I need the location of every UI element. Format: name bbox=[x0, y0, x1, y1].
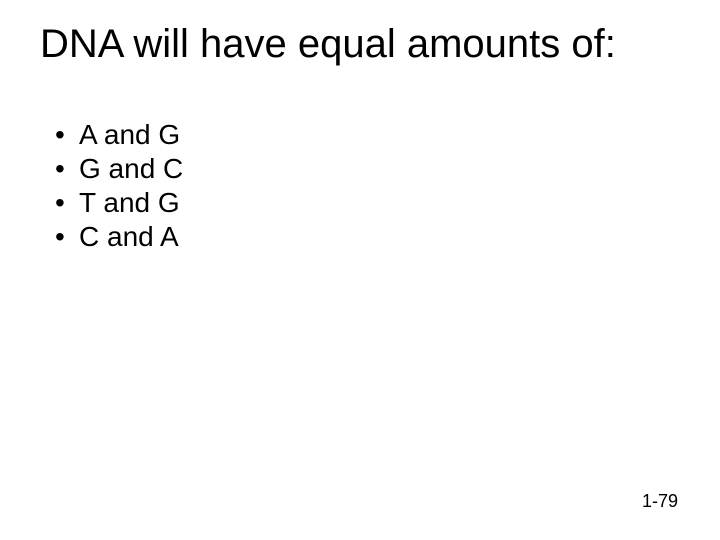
list-item: • G and C bbox=[55, 152, 183, 186]
bullet-list: • A and G • G and C • T and G • C and A bbox=[55, 118, 183, 255]
list-item-label: T and G bbox=[79, 186, 180, 220]
list-item: • A and G bbox=[55, 118, 183, 152]
list-item-label: A and G bbox=[79, 118, 180, 152]
list-item: • T and G bbox=[55, 186, 183, 220]
bullet-icon: • bbox=[55, 118, 79, 152]
list-item: • C and A bbox=[55, 220, 183, 254]
list-item-label: G and C bbox=[79, 152, 183, 186]
bullet-icon: • bbox=[55, 152, 79, 186]
bullet-icon: • bbox=[55, 186, 79, 220]
slide-title: DNA will have equal amounts of: bbox=[40, 22, 616, 67]
slide: DNA will have equal amounts of: • A and … bbox=[0, 0, 720, 540]
slide-number: 1-79 bbox=[642, 491, 678, 512]
list-item-label: C and A bbox=[79, 220, 179, 254]
bullet-icon: • bbox=[55, 220, 79, 254]
